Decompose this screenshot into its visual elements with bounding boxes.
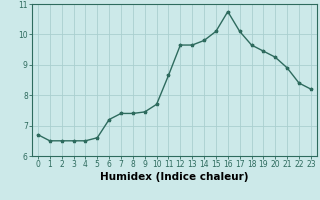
X-axis label: Humidex (Indice chaleur): Humidex (Indice chaleur) — [100, 172, 249, 182]
